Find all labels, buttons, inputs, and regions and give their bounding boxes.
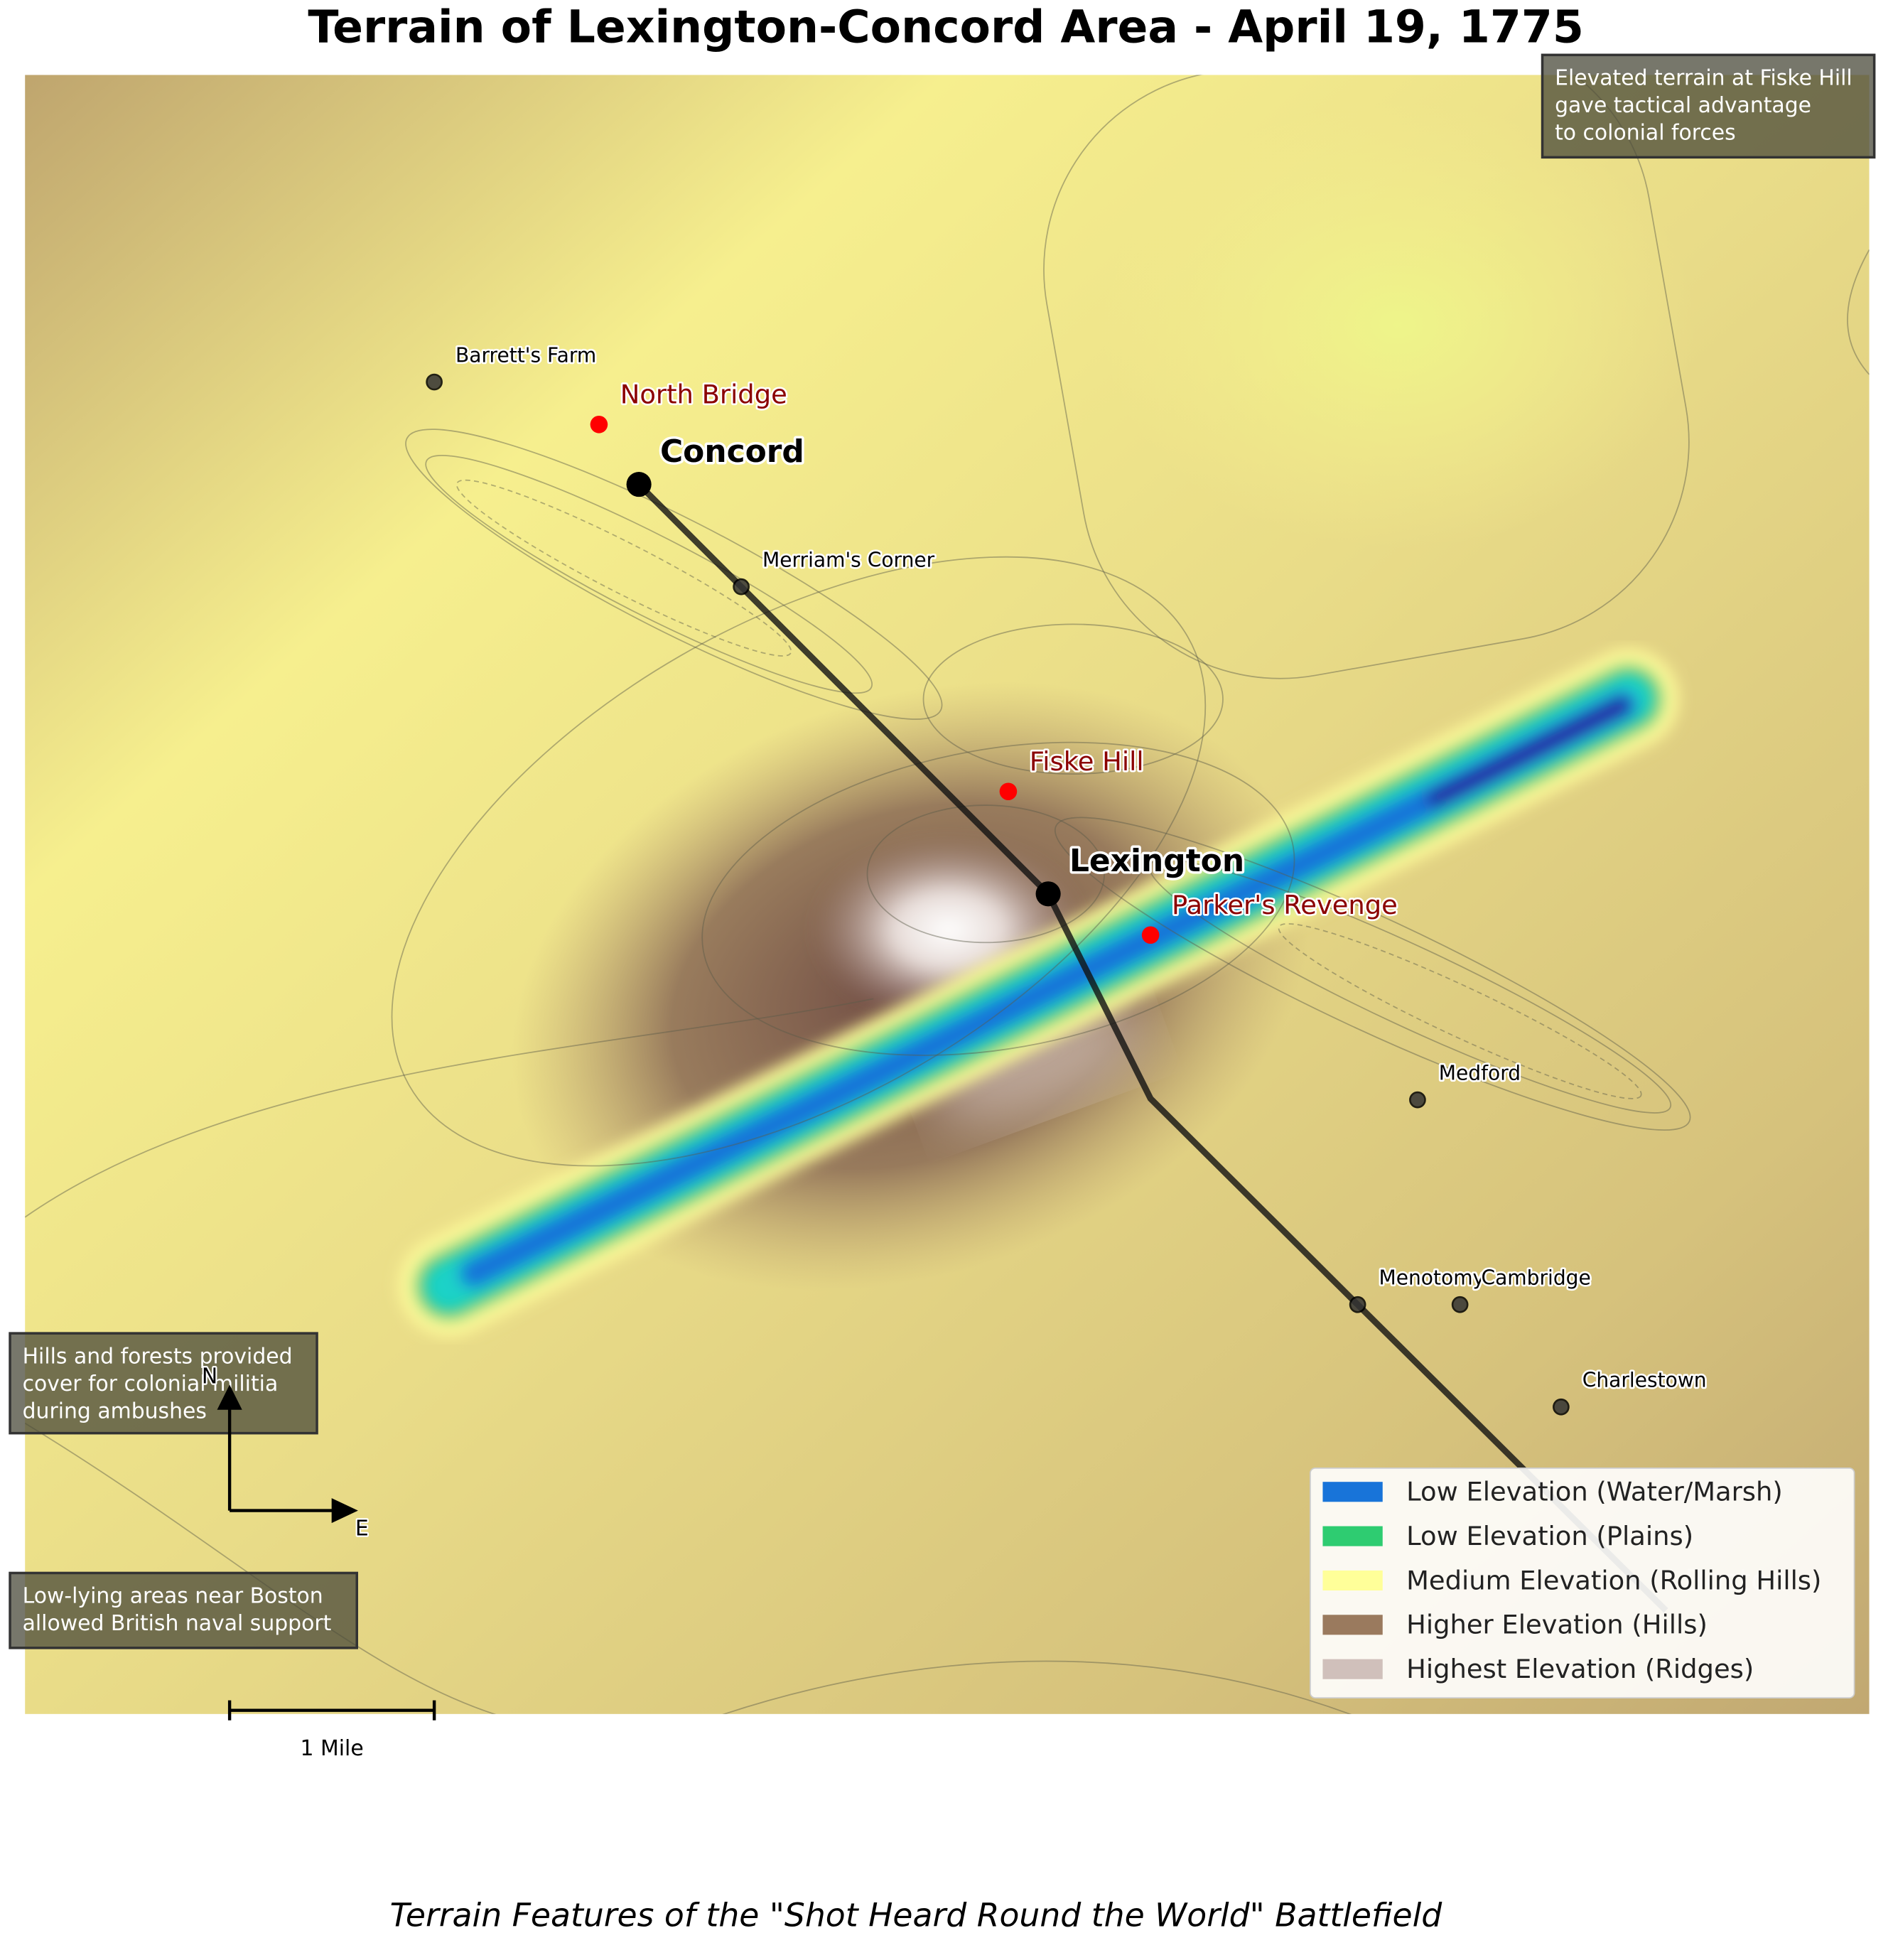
route	[637, 482, 1668, 1613]
place-label: Medford	[1439, 1062, 1521, 1085]
battle-marker	[1141, 926, 1160, 944]
annotation-box	[9, 1332, 318, 1435]
subtitle: Terrain Features of the "Shot Heard Roun…	[390, 1897, 1443, 1934]
legend: Low Elevation (Water/Marsh) Low Elevation…	[1310, 1467, 1855, 1698]
battle-label: Parker's Revenge	[1172, 890, 1398, 920]
title: Terrain of Lexington-Concord Area - Apri…	[308, 1, 1583, 53]
legend-label: Highest Elevation (Ridges)	[1406, 1654, 1754, 1684]
place-label: Charlestown	[1582, 1369, 1707, 1392]
town-marker	[1035, 881, 1061, 907]
annotation-box	[1541, 53, 1876, 159]
annotation-text: gave tactical advantage	[1555, 93, 1811, 118]
compass	[217, 1384, 358, 1524]
battle-marker	[590, 415, 608, 434]
annotation-text: during ambushes	[23, 1399, 207, 1424]
annotation-text: Low-lying areas near Boston	[23, 1584, 323, 1609]
legend-label: Low Elevation (Plains)	[1406, 1521, 1693, 1551]
annotations: Elevated terrain at Fiske Hill gave tacti…	[9, 53, 1876, 1649]
legend-swatch	[1322, 1526, 1383, 1546]
place-label: Barrett's Farm	[455, 343, 596, 367]
town-marker	[626, 472, 652, 497]
annotation-text: Elevated terrain at Fiske Hill	[1555, 65, 1852, 90]
annotation-text: cover for colonial militia	[23, 1372, 279, 1396]
legend-swatch	[1322, 1659, 1383, 1679]
place-label: Cambridge	[1481, 1266, 1590, 1290]
compass-north: N	[202, 1364, 217, 1389]
compass-east: E	[355, 1517, 369, 1541]
legend-label: Low Elevation (Water/Marsh)	[1406, 1477, 1783, 1507]
place-marker	[1451, 1296, 1469, 1313]
place-marker	[426, 373, 443, 391]
town-label: Concord	[660, 434, 804, 470]
town-label: Lexington	[1069, 843, 1244, 879]
legend-label: Higher Elevation (Hills)	[1406, 1610, 1708, 1640]
legend-swatch	[1322, 1615, 1383, 1635]
annotation-text: to colonial forces	[1555, 121, 1736, 146]
annotation-box	[9, 1571, 358, 1649]
place-marker	[1553, 1398, 1570, 1416]
place-label: Merriam's Corner	[762, 549, 935, 572]
legend-label: Medium Elevation (Rolling Hills)	[1406, 1565, 1821, 1595]
scale-label: 1 Mile	[301, 1736, 364, 1761]
battle-label: Fiske Hill	[1030, 746, 1144, 777]
terrain	[25, 75, 1870, 1714]
battle-label: North Bridge	[620, 379, 787, 409]
place-label: Menotomy	[1379, 1266, 1484, 1290]
place-marker	[1409, 1091, 1426, 1109]
place-marker	[733, 578, 750, 596]
legend-swatch	[1322, 1570, 1383, 1591]
scale-bar	[227, 1700, 436, 1721]
annotation-text: Hills and forests provided	[23, 1344, 293, 1369]
battle-marker	[999, 782, 1018, 801]
annotation-text: allowed British naval support	[23, 1611, 332, 1636]
place-marker	[1349, 1296, 1366, 1313]
legend-swatch	[1322, 1482, 1383, 1502]
